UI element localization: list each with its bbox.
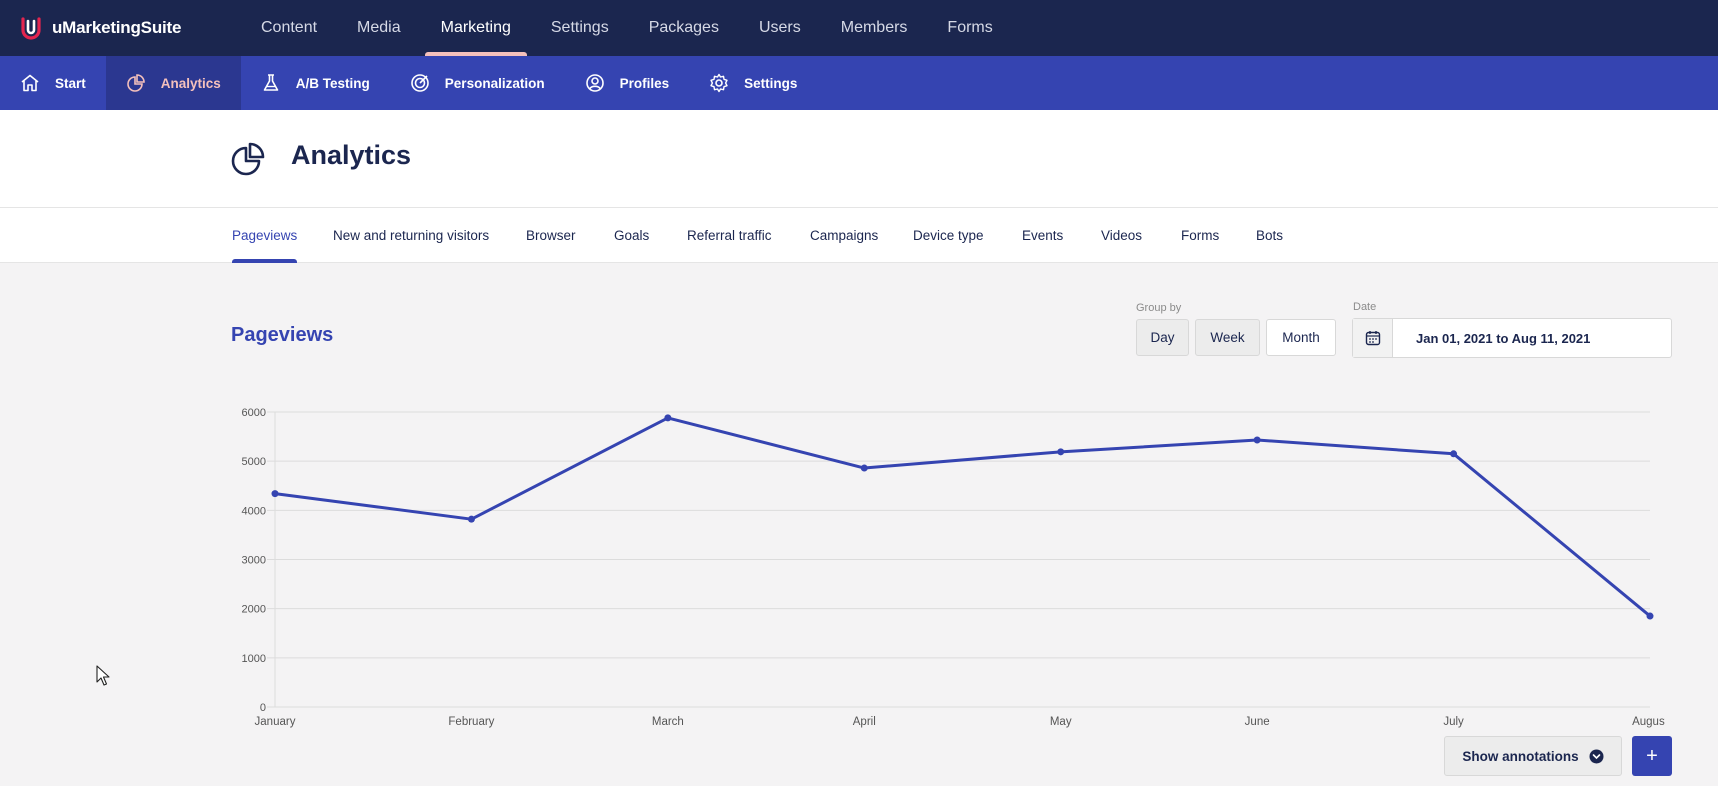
x-tick-label: February xyxy=(448,716,494,728)
top-nav-marketing[interactable]: Marketing xyxy=(421,0,531,56)
series-line xyxy=(274,416,1651,618)
y-tick-label: 3000 xyxy=(242,555,266,567)
top-nav-media[interactable]: Media xyxy=(337,0,421,56)
sub-nav-personalization[interactable]: Personalization xyxy=(390,56,565,110)
umarketingsuite-logo xyxy=(18,15,44,41)
sub-nav-profiles[interactable]: Profiles xyxy=(565,56,690,110)
gear-icon xyxy=(710,73,728,93)
tab-videos[interactable]: Videos xyxy=(1101,228,1143,243)
tab-browser[interactable]: Browser xyxy=(526,228,576,243)
top-nav-label: Settings xyxy=(550,19,609,36)
chevron-down-icon xyxy=(1589,749,1604,763)
y-tick-label: 4000 xyxy=(242,505,266,517)
home-icon xyxy=(21,74,39,92)
sub-nav-label: Profiles xyxy=(619,75,670,91)
sub-nav-analytics[interactable]: Analytics xyxy=(105,56,241,110)
sub-nav-label: Settings xyxy=(744,75,798,91)
data-point[interactable] xyxy=(467,515,475,523)
date-label: Date xyxy=(1353,301,1377,313)
page-header: Analytics xyxy=(0,110,1718,208)
marketing-sub-navigation: Start Analytics A/B Testing Personalization… xyxy=(0,56,1718,110)
top-nav-users[interactable]: Users xyxy=(739,0,821,56)
data-point[interactable] xyxy=(664,414,672,422)
tab-bots[interactable]: Bots xyxy=(1256,228,1284,243)
top-nav-members[interactable]: Members xyxy=(821,0,928,56)
brand[interactable]: uMarketingSuite xyxy=(0,0,241,56)
show-annotations-label: Show annotations xyxy=(1462,748,1579,764)
data-point[interactable] xyxy=(1057,448,1065,456)
group-by-label: Group by xyxy=(1136,302,1182,314)
y-tick-label: 2000 xyxy=(242,604,266,616)
data-point[interactable] xyxy=(1646,612,1654,620)
group-by-day-button[interactable]: Day xyxy=(1136,319,1189,356)
top-nav-label: Media xyxy=(357,19,401,36)
tab-pageviews[interactable]: Pageviews xyxy=(232,208,298,263)
sub-nav-label: Start xyxy=(55,75,86,91)
sub-nav-a-b-testing[interactable]: A/B Testing xyxy=(241,56,390,110)
y-tick-label: 5000 xyxy=(242,456,266,468)
top-nav-content[interactable]: Content xyxy=(241,0,337,56)
calendar-icon xyxy=(1365,331,1380,346)
mouse-cursor-icon xyxy=(96,665,110,686)
x-tick-label: April xyxy=(853,716,876,728)
pageviews-line-chart: 0 1000 2000 3000 4000 5000 6000 January February… xyxy=(242,407,1665,728)
sub-nav-label: Personalization xyxy=(444,75,545,91)
y-tick-label: 0 xyxy=(260,702,266,714)
sub-nav-settings[interactable]: Settings xyxy=(689,56,817,110)
top-nav-label: Content xyxy=(261,19,318,36)
x-tick-label: August xyxy=(1632,716,1665,728)
x-tick-label: March xyxy=(652,716,684,728)
user-circle-icon xyxy=(585,74,604,92)
x-tick-label: June xyxy=(1245,716,1270,728)
top-nav-items: Content Media Marketing Settings Packages Use… xyxy=(241,0,1013,56)
top-navigation: uMarketingSuite Content Media Marketing Set… xyxy=(0,0,1718,56)
y-tick-label: 6000 xyxy=(242,407,266,419)
pie-chart-icon xyxy=(231,142,265,176)
flask-icon xyxy=(263,74,279,91)
top-nav-label: Forms xyxy=(947,19,993,36)
date-range-value[interactable]: Jan 01, 2021 to Aug 11, 2021 xyxy=(1416,330,1591,346)
tab-events[interactable]: Events xyxy=(1022,228,1064,243)
data-point[interactable] xyxy=(271,490,279,498)
sub-nav-label: Analytics xyxy=(160,75,221,91)
tab-device-type[interactable]: Device type xyxy=(913,228,984,243)
analytics-tabs: Pageviews New and returning visitors Brows… xyxy=(0,208,1718,263)
group-by-month-button[interactable]: Month xyxy=(1266,319,1336,356)
y-tick-label: 1000 xyxy=(242,653,266,665)
x-tick-label: May xyxy=(1050,716,1072,728)
data-point[interactable] xyxy=(1450,450,1458,458)
date-range-picker[interactable]: Jan 01, 2021 to Aug 11, 2021 xyxy=(1352,318,1672,358)
tab-forms[interactable]: Forms xyxy=(1181,228,1220,243)
top-nav-settings[interactable]: Settings xyxy=(531,0,629,56)
x-tick-label: July xyxy=(1443,716,1464,728)
data-point[interactable] xyxy=(1253,436,1261,444)
tab-new-and-returning-visitors[interactable]: New and returning visitors xyxy=(333,228,490,243)
x-tick-label: January xyxy=(255,716,296,728)
target-icon xyxy=(410,74,429,92)
pie-chart-icon xyxy=(126,74,145,92)
data-point[interactable] xyxy=(860,464,868,472)
top-nav-label: Marketing xyxy=(440,19,511,36)
group-by-week-button[interactable]: Week xyxy=(1195,319,1260,356)
section-title: Pageviews xyxy=(231,324,334,346)
show-annotations-button[interactable]: Show annotations xyxy=(1444,736,1622,776)
page-title: Analytics xyxy=(291,140,412,170)
tab-campaigns[interactable]: Campaigns xyxy=(810,228,879,243)
top-nav-label: Members xyxy=(840,19,908,36)
top-nav-label: Packages xyxy=(648,19,719,36)
tab-goals[interactable]: Goals xyxy=(614,228,650,243)
top-nav-forms[interactable]: Forms xyxy=(927,0,1012,56)
top-nav-packages[interactable]: Packages xyxy=(629,0,739,56)
top-nav-label: Users xyxy=(758,19,801,36)
brand-name: uMarketingSuite xyxy=(52,18,182,37)
add-annotation-button[interactable]: + xyxy=(1632,736,1672,776)
sub-nav-label: A/B Testing xyxy=(295,75,370,91)
sub-nav-start[interactable]: Start xyxy=(0,56,106,110)
tab-referral-traffic[interactable]: Referral traffic xyxy=(687,228,772,243)
calendar-button[interactable] xyxy=(1353,319,1393,357)
